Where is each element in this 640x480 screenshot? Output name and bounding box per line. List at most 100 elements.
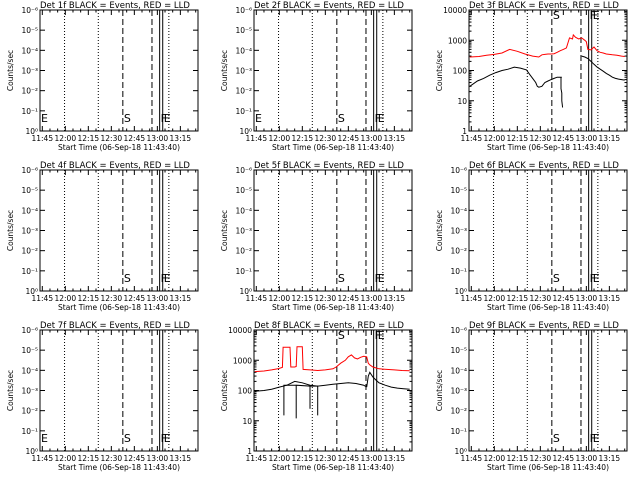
panel-det-2: Det 2f BLACK = Events, RED = LLD 10⁰ 10⁻¹ 1… — [220, 1, 413, 152]
x-tick-label: 12:15 — [507, 134, 529, 143]
plot-frame — [468, 329, 628, 452]
x-tick-label: 13:00 — [147, 134, 169, 143]
x-tick-label: 13:00 — [361, 134, 383, 143]
x-tick-label: 12:00 — [268, 454, 290, 463]
plot-frame — [253, 329, 413, 452]
plot-frame — [39, 329, 199, 452]
x-tick-label: 12:30 — [101, 454, 123, 463]
x-tick-label: 11:45 — [245, 454, 267, 463]
y-axis-label: Counts/sec — [435, 50, 444, 91]
x-tick-label: 13:00 — [576, 134, 598, 143]
y-tick-label: 10⁻⁵ — [21, 26, 38, 35]
x-axis-label: Start Time (06-Sep-18 11:43:40) — [58, 143, 180, 152]
marker-label: F — [590, 272, 596, 285]
marker-label: S — [124, 432, 131, 445]
x-tick-label: 11:45 — [31, 454, 53, 463]
y-tick-label: 10⁻¹ — [450, 267, 467, 276]
y-tick-label: 10⁻⁴ — [450, 206, 467, 215]
panel-det-1: Det 1f BLACK = Events, RED = LLD 10⁰ 10⁻¹ 1… — [6, 1, 199, 152]
y-tick-label: 10⁻⁵ — [450, 346, 467, 355]
y-tick-label: 10⁻¹ — [450, 427, 467, 436]
marker-label: S — [338, 272, 345, 285]
x-tick-label: 12:15 — [292, 134, 314, 143]
x-axis-label: Start Time (06-Sep-18 11:43:40) — [272, 143, 394, 152]
x-tick-label: 13:15 — [170, 454, 192, 463]
y-tick-label: 10⁰ — [25, 287, 38, 296]
y-tick-label: 10⁻⁴ — [235, 206, 252, 215]
x-axis-label: Start Time (06-Sep-18 11:43:40) — [58, 303, 180, 312]
y-axis-label: Counts/sec — [6, 50, 15, 91]
y-tick-label: 10⁻⁶ — [21, 326, 38, 335]
marker-label: S — [124, 272, 131, 285]
y-tick-label: 10⁻⁴ — [21, 206, 38, 215]
series-events-late — [581, 55, 625, 81]
marker-label: E — [164, 112, 171, 125]
panel-title: Det 7f BLACK = Events, RED = LLD — [40, 321, 190, 331]
marker-label: E — [164, 432, 171, 445]
plot-frame — [253, 169, 413, 292]
x-tick-label: 12:00 — [268, 294, 290, 303]
y-tick-label: 10⁻¹ — [21, 107, 38, 116]
marker-label: S — [124, 112, 131, 125]
x-tick-label: 13:00 — [361, 454, 383, 463]
panel-det-4: Det 4f BLACK = Events, RED = LLD 10⁰ 10⁻¹ 1… — [6, 161, 199, 312]
y-tick-label: 1000 — [448, 36, 467, 45]
marker-label: F — [590, 9, 596, 22]
y-tick-label: 10⁻⁶ — [235, 166, 252, 175]
x-tick-label: 12:30 — [101, 134, 123, 143]
panel-det-7: Det 7f BLACK = Events, RED = LLD 10⁰ 10⁻¹ 1… — [6, 321, 199, 472]
marker-label: S — [338, 112, 345, 125]
y-tick-label: 10 — [242, 417, 252, 426]
y-tick-label: 10⁻⁶ — [21, 6, 38, 15]
x-tick-label: 11:45 — [31, 294, 53, 303]
x-tick-label: 11:45 — [31, 134, 53, 143]
y-tick-label: 10⁻³ — [450, 227, 467, 236]
marker-label: S — [553, 9, 560, 22]
y-tick-label: 10⁻¹ — [21, 427, 38, 436]
x-tick-label: 12:45 — [553, 294, 575, 303]
x-tick-label: 12:15 — [78, 294, 100, 303]
y-tick-label: 10⁻¹ — [21, 267, 38, 276]
marker-label: E — [378, 329, 385, 342]
x-tick-label: 12:15 — [507, 294, 529, 303]
x-tick-label: 12:00 — [54, 134, 76, 143]
marker-label: E — [41, 112, 48, 125]
panel-title: Det 9f BLACK = Events, RED = LLD — [469, 321, 619, 331]
x-axis-label: Start Time (06-Sep-18 11:43:40) — [272, 303, 394, 312]
plot-frame — [39, 9, 199, 132]
series-events-segment — [560, 77, 564, 108]
y-tick-label: 10⁻³ — [235, 67, 252, 76]
x-tick-label: 12:00 — [268, 134, 290, 143]
x-tick-label: 11:45 — [460, 134, 482, 143]
x-tick-label: 13:15 — [170, 294, 192, 303]
y-tick-label: 10⁻² — [450, 407, 467, 416]
y-tick-label: 10⁻³ — [450, 387, 467, 396]
x-tick-label: 13:15 — [599, 134, 621, 143]
y-tick-label: 10⁻² — [235, 87, 252, 96]
x-tick-label: 12:00 — [54, 294, 76, 303]
x-tick-label: 11:45 — [460, 454, 482, 463]
y-tick-label: 10⁻² — [450, 247, 467, 256]
x-tick-label: 12:00 — [483, 294, 505, 303]
x-tick-label: 12:00 — [54, 454, 76, 463]
x-axis-label: Start Time (06-Sep-18 11:43:40) — [487, 303, 609, 312]
y-tick-label: 10⁻⁶ — [450, 326, 467, 335]
x-tick-label: 13:15 — [170, 134, 192, 143]
y-tick-label: 10⁻⁵ — [21, 346, 38, 355]
y-tick-label: 10⁰ — [454, 287, 467, 296]
y-axis-label: Counts/sec — [220, 50, 229, 91]
x-axis-label: Start Time (06-Sep-18 11:43:40) — [272, 463, 394, 472]
y-tick-label: 10⁻⁵ — [21, 186, 38, 195]
x-tick-label: 13:00 — [576, 454, 598, 463]
x-tick-label: 13:15 — [599, 454, 621, 463]
y-tick-label: 10⁰ — [239, 127, 252, 136]
x-tick-label: 12:15 — [78, 134, 100, 143]
plot-frame — [39, 169, 199, 292]
marker-label: F — [375, 329, 381, 342]
x-tick-label: 11:45 — [245, 134, 267, 143]
y-axis-label: Counts/sec — [6, 210, 15, 251]
y-tick-label: 10⁰ — [25, 447, 38, 456]
plot-frame — [468, 9, 628, 132]
x-tick-label: 13:15 — [599, 294, 621, 303]
x-axis-label: Start Time (06-Sep-18 11:43:40) — [487, 463, 609, 472]
